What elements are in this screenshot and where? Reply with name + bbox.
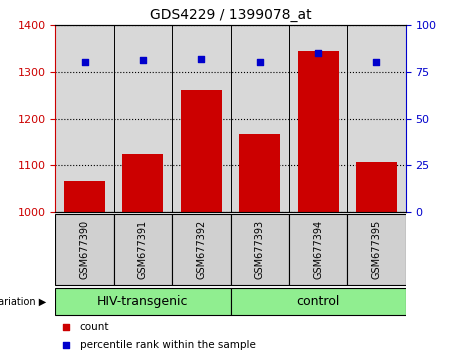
Point [373, 59, 380, 65]
Bar [356, 162, 397, 212]
Point [81, 59, 88, 65]
Bar [239, 133, 280, 212]
Text: percentile rank within the sample: percentile rank within the sample [80, 340, 256, 350]
Bar [181, 90, 222, 212]
Point [62, 342, 70, 348]
Point [62, 324, 70, 330]
Bar [55, 214, 114, 285]
Point [139, 58, 147, 63]
Bar [298, 51, 338, 212]
Point [256, 59, 263, 65]
Text: GSM677395: GSM677395 [372, 220, 382, 279]
Text: genotype/variation ▶: genotype/variation ▶ [0, 297, 46, 307]
Text: count: count [80, 322, 109, 332]
Text: GSM677392: GSM677392 [196, 220, 207, 279]
Point [314, 50, 322, 56]
Bar [230, 214, 289, 285]
Bar [172, 214, 230, 285]
Bar [347, 214, 406, 285]
Text: GSM677390: GSM677390 [79, 220, 89, 279]
Title: GDS4229 / 1399078_at: GDS4229 / 1399078_at [150, 8, 311, 22]
Bar [55, 288, 230, 315]
Bar [114, 214, 172, 285]
Bar [230, 288, 406, 315]
Bar [123, 154, 163, 212]
Text: HIV-transgenic: HIV-transgenic [97, 295, 189, 308]
Text: control: control [296, 295, 340, 308]
Bar [289, 214, 347, 285]
Bar [64, 181, 105, 212]
Text: GSM677391: GSM677391 [138, 220, 148, 279]
Text: GSM677393: GSM677393 [254, 220, 265, 279]
Point [198, 56, 205, 61]
Text: GSM677394: GSM677394 [313, 220, 323, 279]
